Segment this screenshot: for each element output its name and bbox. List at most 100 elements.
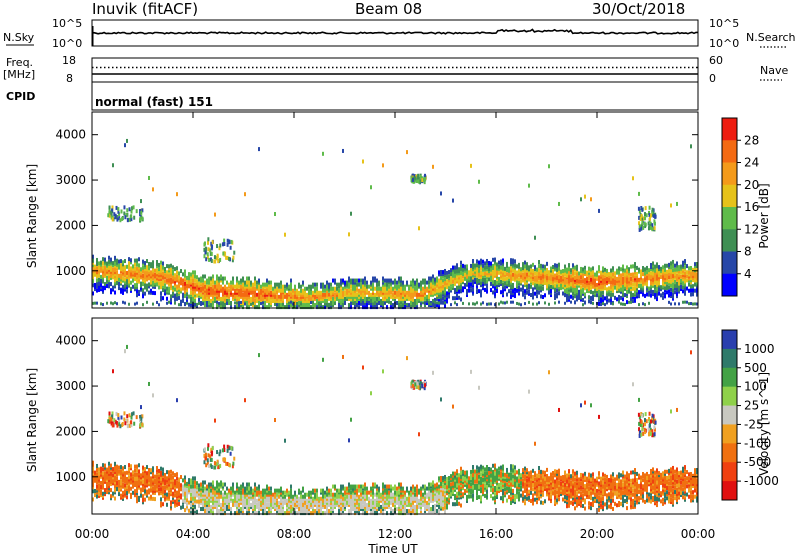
power-cell [118, 260, 120, 264]
power-cell [432, 279, 434, 283]
velocity-cell [176, 480, 178, 484]
power-cell [228, 299, 230, 303]
power-cell [488, 261, 490, 265]
velocity-cell [158, 469, 160, 473]
power-cell [584, 270, 586, 274]
power-cell [268, 285, 270, 289]
power-cell [196, 303, 198, 306]
power-cell [158, 303, 160, 306]
power-cell [442, 284, 444, 288]
velocity-cell [136, 495, 138, 499]
power-cell [518, 263, 520, 267]
power-cell [284, 289, 286, 293]
power-cell [598, 265, 600, 269]
power-cell [196, 279, 198, 283]
velocity-cell [146, 465, 148, 469]
power-cell [412, 279, 414, 283]
power-cell [358, 279, 360, 283]
velocity-cell [260, 491, 262, 495]
power-cell [544, 293, 546, 297]
velocity-cell [124, 490, 126, 494]
power-cell [150, 270, 152, 274]
power-cell [362, 279, 364, 283]
power-cell [130, 214, 132, 218]
power-cell [188, 303, 190, 307]
power-cell [136, 302, 138, 305]
power-cell [636, 266, 638, 270]
power-cell [138, 290, 140, 294]
velocity-cell [250, 503, 252, 507]
power-cell [250, 281, 252, 285]
power-cell [204, 303, 206, 307]
power-cell [654, 265, 656, 269]
power-cell [444, 301, 446, 304]
velocity-cell [162, 502, 164, 506]
power-cell [548, 270, 550, 274]
power-cell [410, 281, 412, 285]
power-cell [180, 277, 182, 281]
power-cell [476, 268, 478, 272]
power-cell [664, 286, 666, 290]
velocity-cell [314, 501, 316, 505]
power-cell [482, 301, 484, 304]
power-cell [574, 266, 576, 270]
power-cell [566, 280, 568, 284]
power-cell [422, 301, 424, 304]
power-cell [404, 301, 406, 304]
power-cell [408, 291, 410, 295]
power-cell [124, 143, 126, 147]
power-cell [312, 301, 314, 304]
power-cell [256, 285, 258, 289]
power-cell [138, 263, 140, 267]
velocity-cell [314, 489, 316, 493]
power-cell [110, 301, 112, 304]
power-cell [390, 287, 392, 291]
power-cell [146, 259, 148, 263]
power-cell [190, 301, 192, 304]
power-cell [162, 280, 164, 284]
power-cell [202, 274, 204, 278]
power-cell [622, 273, 624, 277]
power-cell [230, 285, 232, 289]
velocity-cell [296, 495, 298, 499]
velocity-cell [238, 487, 240, 491]
velocity-cell [120, 494, 122, 498]
velocity-cell [318, 509, 320, 513]
velocity-cell [120, 465, 122, 469]
power-cell [254, 277, 256, 281]
velocity-cell [254, 487, 256, 491]
velocity-cell [256, 499, 258, 503]
power-cell [326, 299, 328, 303]
power-cell [558, 301, 560, 304]
velocity-cell [200, 507, 202, 511]
power-cell [510, 266, 512, 270]
power-cell [500, 260, 502, 264]
power-cell [212, 274, 214, 278]
velocity-cell [246, 487, 248, 491]
power-cell [398, 277, 400, 281]
power-cell [626, 290, 628, 294]
power-cell [528, 301, 530, 304]
velocity-cell [220, 480, 222, 484]
power-cell [256, 297, 258, 301]
power-cell [538, 260, 540, 264]
power-cell [456, 294, 458, 298]
velocity-cell [198, 488, 200, 492]
power-cell [586, 277, 588, 281]
power-cell [294, 291, 296, 295]
power-cell [660, 275, 662, 279]
power-cell [128, 303, 130, 306]
power-cell [486, 279, 488, 283]
power-cell [500, 280, 502, 284]
velocity-cell [276, 493, 278, 497]
power-cell [228, 289, 230, 293]
power-cell [508, 267, 510, 271]
power-cell [242, 277, 244, 281]
velocity-cell [116, 465, 118, 469]
power-cell [340, 289, 342, 293]
power-cell [632, 299, 634, 303]
power-cell [414, 281, 416, 285]
power-cell [174, 294, 176, 298]
power-cell [641, 214, 643, 218]
power-cell [186, 292, 188, 296]
